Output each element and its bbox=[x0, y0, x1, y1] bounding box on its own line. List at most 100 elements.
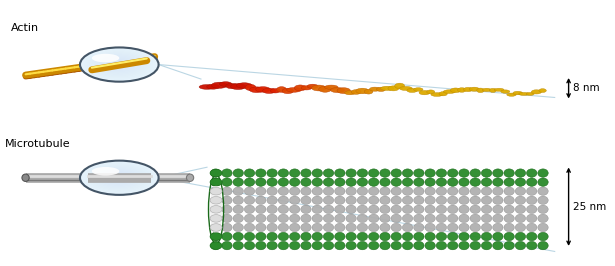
Ellipse shape bbox=[504, 242, 514, 250]
Ellipse shape bbox=[256, 232, 266, 241]
Ellipse shape bbox=[222, 169, 232, 177]
Ellipse shape bbox=[301, 169, 311, 177]
Ellipse shape bbox=[493, 169, 503, 177]
Ellipse shape bbox=[427, 90, 435, 94]
Ellipse shape bbox=[388, 86, 399, 91]
Ellipse shape bbox=[312, 214, 322, 223]
Ellipse shape bbox=[448, 196, 458, 205]
Ellipse shape bbox=[526, 169, 537, 177]
Ellipse shape bbox=[482, 214, 492, 223]
Ellipse shape bbox=[395, 83, 405, 89]
Ellipse shape bbox=[414, 214, 424, 223]
Ellipse shape bbox=[459, 242, 469, 250]
Ellipse shape bbox=[231, 84, 245, 90]
Ellipse shape bbox=[290, 205, 300, 214]
Ellipse shape bbox=[210, 196, 221, 205]
Ellipse shape bbox=[504, 196, 514, 205]
Text: 8 nm: 8 nm bbox=[573, 83, 600, 93]
Ellipse shape bbox=[414, 232, 424, 241]
Ellipse shape bbox=[391, 187, 402, 195]
Ellipse shape bbox=[307, 84, 318, 89]
Ellipse shape bbox=[380, 242, 390, 250]
Ellipse shape bbox=[515, 169, 526, 177]
Ellipse shape bbox=[504, 205, 514, 214]
Ellipse shape bbox=[290, 169, 300, 177]
Ellipse shape bbox=[256, 187, 266, 195]
Ellipse shape bbox=[199, 85, 215, 89]
Ellipse shape bbox=[399, 86, 413, 90]
Ellipse shape bbox=[515, 187, 526, 195]
Ellipse shape bbox=[482, 242, 492, 250]
Ellipse shape bbox=[323, 205, 334, 214]
Ellipse shape bbox=[436, 242, 446, 250]
Ellipse shape bbox=[526, 242, 537, 250]
Ellipse shape bbox=[538, 214, 548, 223]
Ellipse shape bbox=[515, 223, 526, 232]
Ellipse shape bbox=[278, 242, 288, 250]
Ellipse shape bbox=[233, 187, 244, 195]
Ellipse shape bbox=[301, 196, 311, 205]
Ellipse shape bbox=[294, 85, 306, 91]
Ellipse shape bbox=[222, 178, 232, 186]
Ellipse shape bbox=[319, 86, 331, 92]
Ellipse shape bbox=[256, 196, 266, 205]
Ellipse shape bbox=[210, 205, 221, 214]
Ellipse shape bbox=[425, 205, 435, 214]
Ellipse shape bbox=[414, 205, 424, 214]
Ellipse shape bbox=[538, 169, 548, 177]
Ellipse shape bbox=[335, 178, 345, 186]
Ellipse shape bbox=[368, 196, 379, 205]
Ellipse shape bbox=[459, 178, 469, 186]
Ellipse shape bbox=[470, 178, 480, 186]
Ellipse shape bbox=[222, 187, 232, 195]
Ellipse shape bbox=[436, 169, 446, 177]
Ellipse shape bbox=[402, 214, 413, 223]
Ellipse shape bbox=[346, 169, 356, 177]
Ellipse shape bbox=[448, 242, 458, 250]
Ellipse shape bbox=[267, 187, 277, 195]
Ellipse shape bbox=[357, 214, 368, 223]
Ellipse shape bbox=[380, 232, 390, 241]
Ellipse shape bbox=[267, 169, 277, 177]
Ellipse shape bbox=[538, 223, 548, 232]
Ellipse shape bbox=[504, 223, 514, 232]
Ellipse shape bbox=[323, 214, 334, 223]
Ellipse shape bbox=[222, 232, 232, 241]
Ellipse shape bbox=[357, 223, 368, 232]
Ellipse shape bbox=[518, 92, 530, 95]
Ellipse shape bbox=[335, 214, 345, 223]
Ellipse shape bbox=[357, 187, 368, 195]
Ellipse shape bbox=[312, 178, 322, 186]
Ellipse shape bbox=[278, 232, 288, 241]
Ellipse shape bbox=[504, 178, 514, 186]
Ellipse shape bbox=[501, 90, 510, 93]
Ellipse shape bbox=[245, 84, 256, 90]
Ellipse shape bbox=[226, 83, 238, 89]
Ellipse shape bbox=[450, 88, 461, 93]
Ellipse shape bbox=[515, 232, 526, 241]
Ellipse shape bbox=[402, 178, 413, 186]
Ellipse shape bbox=[425, 232, 435, 241]
Ellipse shape bbox=[493, 205, 503, 214]
Ellipse shape bbox=[233, 214, 244, 223]
Ellipse shape bbox=[470, 214, 480, 223]
Ellipse shape bbox=[538, 178, 548, 186]
Ellipse shape bbox=[290, 214, 300, 223]
Ellipse shape bbox=[312, 169, 322, 177]
Ellipse shape bbox=[335, 187, 345, 195]
Ellipse shape bbox=[357, 205, 368, 214]
Ellipse shape bbox=[335, 196, 345, 205]
Ellipse shape bbox=[380, 214, 390, 223]
Ellipse shape bbox=[256, 169, 266, 177]
Ellipse shape bbox=[459, 187, 469, 195]
Ellipse shape bbox=[233, 178, 244, 186]
Ellipse shape bbox=[357, 178, 368, 186]
Ellipse shape bbox=[244, 187, 255, 195]
Circle shape bbox=[80, 47, 159, 82]
Ellipse shape bbox=[391, 196, 402, 205]
Ellipse shape bbox=[233, 196, 244, 205]
Ellipse shape bbox=[448, 223, 458, 232]
Ellipse shape bbox=[256, 178, 266, 186]
Ellipse shape bbox=[323, 242, 334, 250]
Ellipse shape bbox=[346, 223, 356, 232]
